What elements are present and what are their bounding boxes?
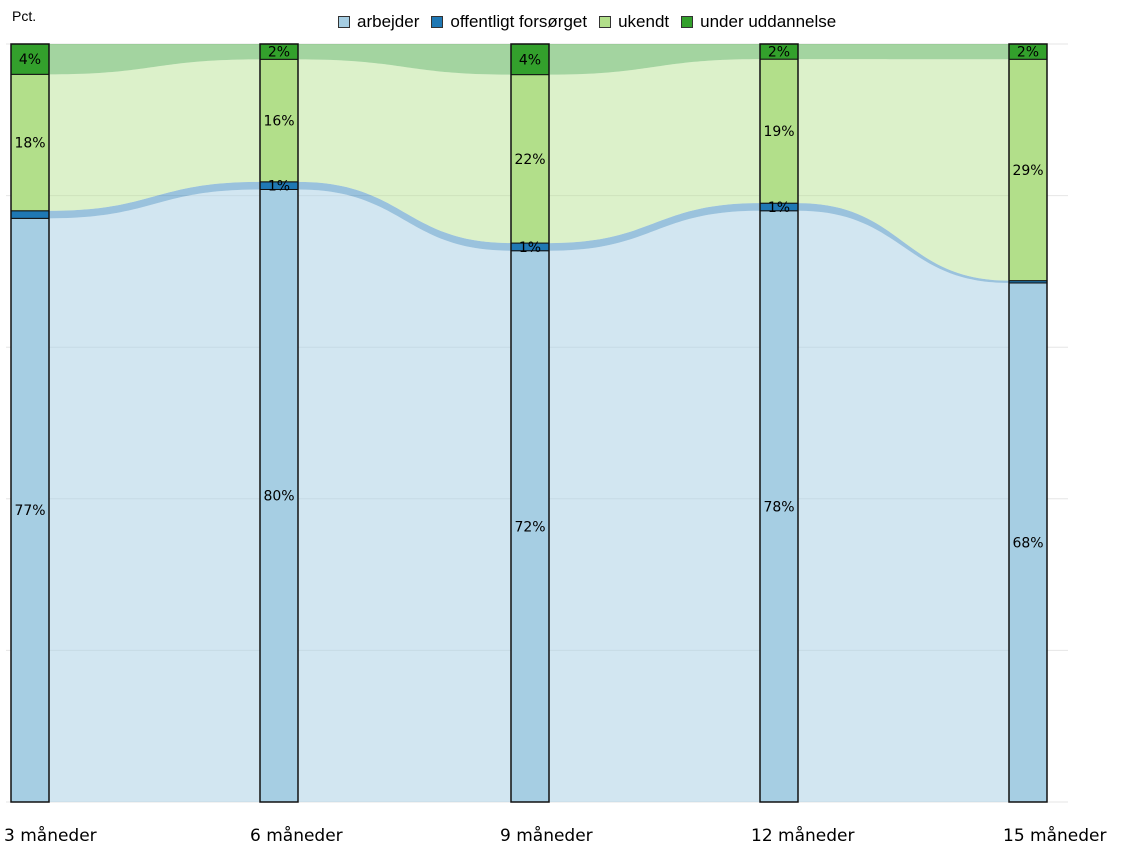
bar-segment [510,74,550,244]
legend-label: offentligt forsørget [450,12,588,31]
legend-swatch [338,16,350,28]
bar-segment [759,210,799,803]
bar-outline [259,43,299,803]
bar-value-label: 22% [514,152,545,168]
legend-swatch [599,16,612,28]
flow-offentligt-forsørget [549,203,760,251]
flow-offentligt-forsørget [298,181,511,251]
flow-under-uddannelse [49,44,260,75]
flow-ukendt [298,59,511,244]
bar-segment [510,250,550,803]
flow-arbejder [49,189,260,803]
bar-value-label: 78% [763,499,794,515]
bar-value-label: 4% [519,52,541,68]
bar-segment [759,58,799,204]
bar-value-label: 2% [768,45,790,61]
legend-swatch [681,16,694,28]
bar-value-label: 1% [268,179,290,195]
bar-value-label: 16% [263,114,294,130]
y-axis-label: Pct. [12,8,37,24]
x-tick-label: 6 måneder [250,825,343,846]
x-tick-label: 12 måneder [751,825,855,846]
flow-arbejder [298,189,511,803]
flow-ukendt [549,59,760,244]
flows [49,44,1009,803]
bar-value-label: 72% [514,519,545,535]
flow-ukendt [798,59,1009,281]
x-tick-label: 15 måneder [1003,825,1107,846]
bar-value-label: 2% [1017,45,1039,61]
flow-under-uddannelse [549,44,760,75]
bar-value-label: 1% [519,240,541,256]
bar-segment [1008,282,1048,803]
legend-label: ukendt [618,12,670,31]
legend: arbejder offentligt forsørget ukendt under … [338,12,848,32]
bar-segment [10,210,50,219]
bar-value-label: 4% [19,52,41,68]
bars: 77% 18% 4% 80% 1% 16% 2% 72% 1% 22% 4% 78% 1% 19% 2% 68… [10,43,1048,803]
flow-offentligt-forsørget [798,203,1009,283]
bar-value-label: 77% [14,503,45,519]
flow-under-uddannelse [298,44,511,75]
legend-item: offentligt forsørget [431,12,587,32]
bar-outline [1008,43,1048,803]
bar-value-label: 80% [263,489,294,505]
bar-value-label: 1% [768,200,790,216]
legend-item: arbejder [338,12,419,32]
bar-value-label: 29% [1012,163,1043,179]
bar-value-label: 68% [1012,535,1043,551]
flow-under-uddannelse [798,44,1009,60]
legend-item: ukendt [599,12,669,32]
bar-value-label: 18% [14,136,45,152]
bar-outline [759,43,799,803]
x-tick-label: 3 måneder [4,825,97,846]
bar-outline [10,43,50,803]
bar-value-label: 2% [268,45,290,61]
x-tick-label: 9 måneder [500,825,593,846]
bar-segment [259,188,299,803]
legend-label: under uddannelse [700,12,837,31]
flow-offentligt-forsørget [49,181,260,219]
legend-swatch [431,16,444,28]
legend-label: arbejder [357,12,420,31]
bar-value-label: 19% [763,124,794,140]
flow-ukendt [49,59,260,211]
flow-arbejder [549,210,760,802]
flow-arbejder [798,210,1009,802]
bar-outline [510,43,550,803]
legend-item: under uddannelse [681,12,836,32]
